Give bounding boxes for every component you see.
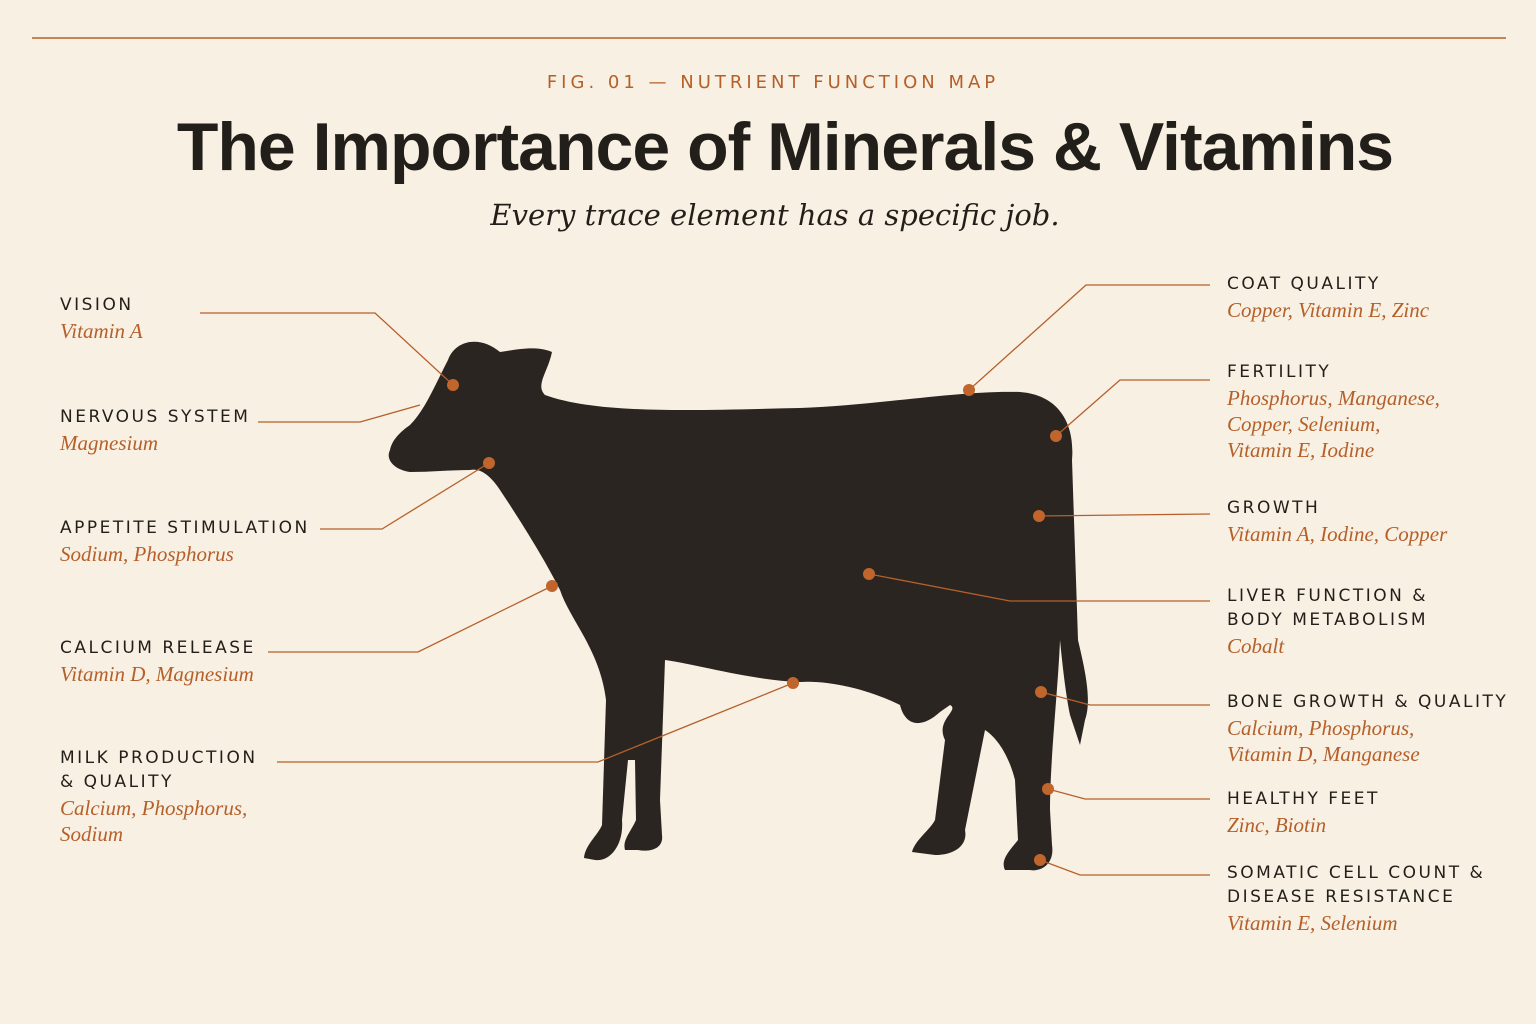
callout: FERTILITY Phosphorus, Manganese,Copper, S… [1050, 362, 1440, 462]
leader-line [258, 404, 421, 423]
callout-title: NERVOUS SYSTEM [60, 407, 250, 427]
callout-nutrients: Vitamin E, Iodine [1227, 438, 1374, 462]
callout-title: SOMATIC CELL COUNT & [1227, 863, 1485, 883]
callout-nutrients: Sodium [60, 822, 123, 846]
anchor-dot [546, 580, 558, 592]
anchor-dot [1035, 686, 1047, 698]
callout: GROWTH Vitamin A, Iodine, Copper [1033, 498, 1448, 546]
callout-nutrients: Magnesium [59, 431, 158, 455]
anchor-dot [1042, 783, 1054, 795]
anchor-dot [447, 379, 459, 391]
callout-nutrients: Vitamin A [60, 319, 143, 343]
callout: COAT QUALITY Copper, Vitamin E, Zinc [963, 274, 1430, 396]
callout: CALCIUM RELEASE Vitamin D, Magnesium [60, 580, 558, 686]
anchor-dot [787, 677, 799, 689]
kicker: FIG. 01 — NUTRIENT FUNCTION MAP [547, 72, 999, 93]
leader-line [277, 682, 794, 763]
callout-title: APPETITE STIMULATION [60, 518, 310, 538]
leader-line [968, 284, 1210, 391]
leader-line [868, 573, 1210, 602]
callout-nutrients: Sodium, Phosphorus [60, 542, 234, 566]
callout: APPETITE STIMULATION Sodium, Phosphorus [60, 457, 495, 566]
callout-title: COAT QUALITY [1227, 274, 1381, 294]
callout-nutrients: Calcium, Phosphorus, [1227, 716, 1414, 740]
callout-title: GROWTH [1227, 498, 1320, 518]
callout-title: CALCIUM RELEASE [60, 638, 256, 658]
callout-title: MILK PRODUCTION [60, 748, 258, 768]
callout: MILK PRODUCTION & QUALITY Calcium, Phospho… [60, 677, 799, 846]
anchor-dot [1034, 854, 1046, 866]
leader-line [1047, 788, 1210, 800]
callout: LIVER FUNCTION & BODY METABOLISM Cobalt [863, 568, 1428, 658]
cow-silhouette [388, 341, 1088, 871]
callout-nutrients: Vitamin A, Iodine, Copper [1227, 522, 1448, 546]
callout-title: FERTILITY [1227, 362, 1331, 382]
leader-line [320, 462, 490, 530]
callout: BONE GROWTH & QUALITY Calcium, Phosphorus… [1035, 686, 1508, 766]
anchor-dot [483, 457, 495, 469]
callout-nutrients: Phosphorus, Manganese, [1226, 386, 1440, 410]
callout-nutrients: Copper, Selenium, [1227, 412, 1380, 436]
leader-line [1040, 691, 1210, 706]
leader-line [200, 312, 454, 386]
callout-title: LIVER FUNCTION & [1227, 586, 1428, 606]
anchor-dot [963, 384, 975, 396]
callout: HEALTHY FEET Zinc, Biotin [1042, 783, 1380, 837]
callout-title: BONE GROWTH & QUALITY [1227, 692, 1508, 712]
callout-nutrients: Calcium, Phosphorus, [60, 796, 247, 820]
callout-nutrients: Copper, Vitamin E, Zinc [1227, 298, 1430, 322]
callout-nutrients: Cobalt [1227, 634, 1285, 658]
callout-nutrients: Vitamin D, Magnesium [60, 662, 254, 686]
anchor-dot [863, 568, 875, 580]
callout-nutrients: Vitamin E, Selenium [1227, 911, 1398, 935]
callout-title: BODY METABOLISM [1227, 610, 1428, 630]
callout: SOMATIC CELL COUNT & DISEASE RESISTANCE Vi… [1034, 854, 1485, 935]
callout-title: & QUALITY [60, 772, 174, 792]
callout-title: VISION [60, 295, 134, 315]
leader-line [1055, 379, 1210, 437]
leader-line [1039, 859, 1210, 876]
callout-nutrients: Vitamin D, Manganese [1227, 742, 1420, 766]
leader-line [1038, 513, 1211, 517]
callout-nutrients: Zinc, Biotin [1227, 813, 1326, 837]
subtitle: Every trace element has a specific job. [489, 198, 1059, 232]
callout-title: DISEASE RESISTANCE [1227, 887, 1455, 907]
anchor-dot [1050, 430, 1062, 442]
callout: NERVOUS SYSTEM Magnesium [59, 404, 421, 455]
title: The Importance of Minerals & Vitamins [177, 109, 1393, 185]
leader-line [268, 585, 553, 653]
callout-title: HEALTHY FEET [1227, 789, 1380, 809]
anchor-dot [1033, 510, 1045, 522]
callout: VISION Vitamin A [60, 295, 459, 391]
